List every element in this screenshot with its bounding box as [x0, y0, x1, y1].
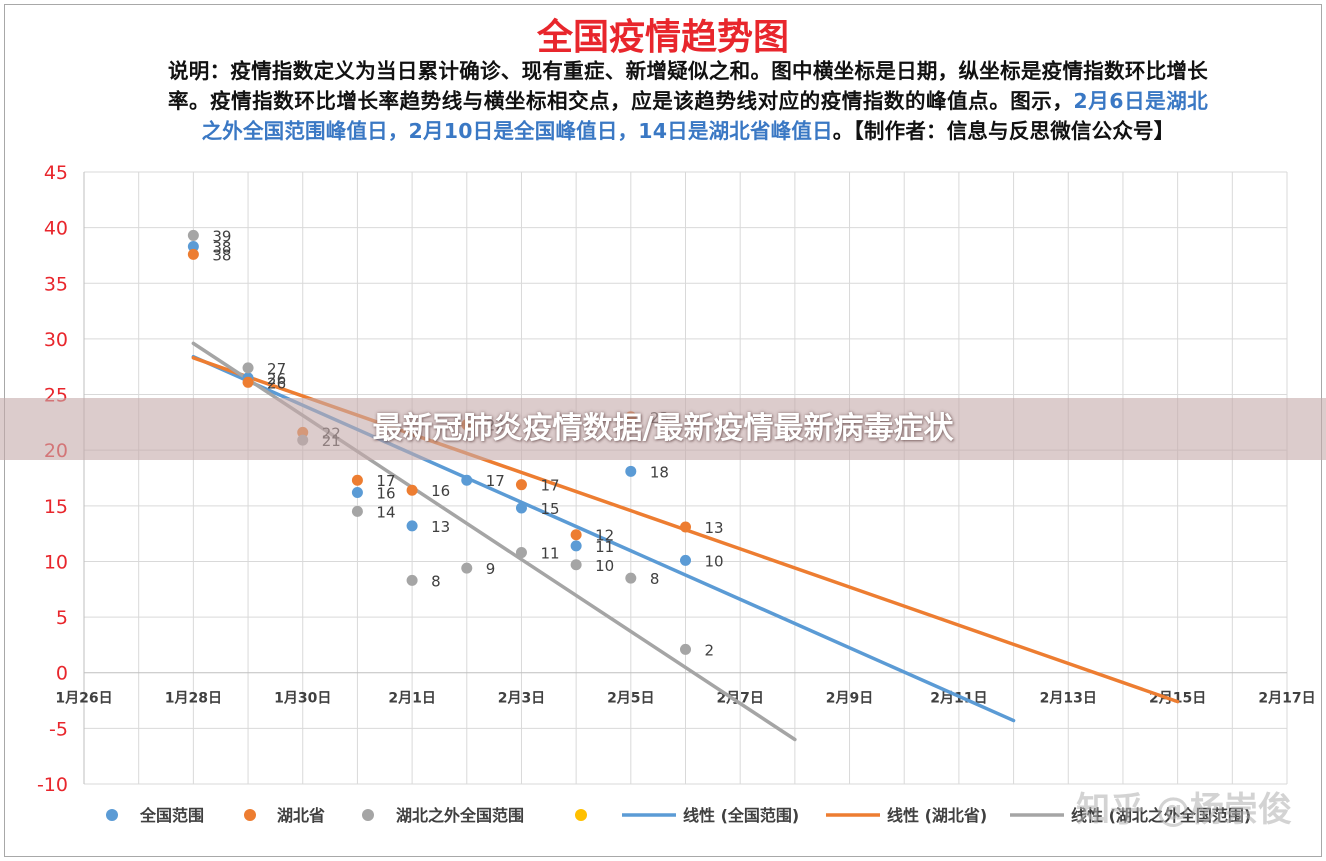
- data-label: 16: [431, 482, 450, 500]
- data-point: [351, 505, 363, 517]
- data-point: [570, 529, 582, 541]
- y-tick-label: -10: [37, 774, 68, 796]
- data-label: 11: [595, 538, 614, 556]
- x-tick-label: 2月3日: [498, 691, 545, 707]
- chart-description: 说明：疫情指数定义为当日累计确诊、现有重症、新增疑似之和。图中横坐标是日期，纵坐…: [168, 56, 1208, 146]
- x-tick-label: 2月17日: [1258, 691, 1315, 707]
- data-point: [680, 521, 691, 533]
- legend-marker: [244, 809, 256, 821]
- description-credit: 。【制作者：信息与反思微信公众号】: [832, 119, 1175, 143]
- data-label: 26: [267, 370, 286, 388]
- data-label: 13: [431, 518, 450, 536]
- data-point: [242, 376, 254, 388]
- legend-marker: [106, 809, 118, 821]
- y-tick-label: -5: [49, 718, 68, 740]
- x-tick-label: 2月1日: [388, 691, 435, 707]
- data-label: 9: [486, 560, 496, 578]
- data-label: 38: [212, 246, 231, 264]
- legend-label: 线性 (湖北省): [887, 806, 987, 825]
- data-point: [570, 540, 582, 552]
- data-label: 27: [267, 360, 286, 378]
- data-point: [625, 465, 637, 477]
- y-tick-label: 0: [56, 663, 68, 685]
- x-tick-label: 2月13日: [1040, 691, 1097, 707]
- x-tick-label: 1月30日: [274, 691, 331, 707]
- x-tick-label: 2月9日: [826, 691, 873, 707]
- data-point: [680, 643, 691, 655]
- data-label: 8: [650, 570, 660, 588]
- data-point: [242, 362, 254, 374]
- data-label: 18: [650, 463, 669, 481]
- y-tick-label: 30: [44, 329, 68, 351]
- y-tick-label: 15: [44, 496, 68, 518]
- data-label: 17: [486, 472, 505, 490]
- x-tick-label: 2月15日: [1149, 691, 1206, 707]
- data-label: 2: [705, 641, 715, 659]
- y-tick-label: 10: [44, 551, 68, 573]
- y-tick-label: 40: [44, 218, 68, 240]
- banner-text: 最新冠肺炎疫情数据/最新疫情最新病毒症状: [372, 411, 954, 446]
- y-tick-label: 45: [44, 162, 68, 184]
- data-label: 17: [376, 472, 395, 490]
- legend-label: 全国范围: [139, 806, 204, 825]
- data-point: [351, 486, 363, 498]
- data-point: [625, 572, 637, 584]
- data-point: [406, 520, 418, 532]
- data-point: [570, 559, 582, 571]
- legend-label: 湖北省: [277, 806, 325, 825]
- x-tick-label: 2月5日: [607, 691, 654, 707]
- data-point: [406, 574, 418, 586]
- data-point: [515, 547, 527, 559]
- data-label: 39: [212, 227, 231, 245]
- data-label: 10: [595, 557, 614, 575]
- data-label: 12: [595, 527, 614, 545]
- data-label: 38: [212, 239, 231, 257]
- data-point: [406, 484, 418, 496]
- legend-label: 线性 (湖北之外全国范围): [1071, 806, 1251, 825]
- watermark-text: 知乎 @杨崇俊: [1076, 790, 1292, 830]
- data-point: [461, 474, 473, 486]
- data-point: [351, 474, 363, 486]
- data-point: [680, 554, 691, 566]
- overlay-banner: 最新冠肺炎疫情数据/最新疫情最新病毒症状: [0, 398, 1326, 460]
- x-tick-label: 1月28日: [165, 691, 222, 707]
- data-point: [515, 502, 527, 514]
- legend-marker: [362, 809, 374, 821]
- data-point: [515, 479, 527, 491]
- data-label: 15: [540, 500, 559, 518]
- y-tick-label: 5: [56, 607, 68, 629]
- data-point: [187, 248, 199, 260]
- data-point: [187, 241, 199, 253]
- data-label: 11: [540, 545, 559, 563]
- y-tick-label: 35: [44, 273, 68, 295]
- data-point: [461, 562, 473, 574]
- legend-marker: [575, 809, 587, 821]
- legend-label: 湖北之外全国范围: [396, 806, 524, 825]
- chart-title: 全国疫情趋势图: [536, 17, 789, 58]
- data-label: 26: [267, 374, 286, 392]
- description-text: 说明：疫情指数定义为当日累计确诊、现有重症、新增疑似之和。图中横坐标是日期，纵坐…: [168, 59, 1208, 113]
- data-label: 14: [376, 503, 395, 521]
- data-label: 16: [376, 484, 395, 502]
- data-label: 10: [705, 552, 724, 570]
- legend-label: 线性 (全国范围): [683, 806, 799, 825]
- x-tick-label: 1月26日: [55, 691, 112, 707]
- data-point: [187, 229, 199, 241]
- data-label: 8: [431, 572, 441, 590]
- data-label: 13: [705, 519, 724, 537]
- data-label: 17: [540, 477, 559, 495]
- description-highlight: 2月6日是湖北之外全国范围峰值日，2月10日是全国峰值日，14日是湖北省峰值日: [201, 89, 1208, 143]
